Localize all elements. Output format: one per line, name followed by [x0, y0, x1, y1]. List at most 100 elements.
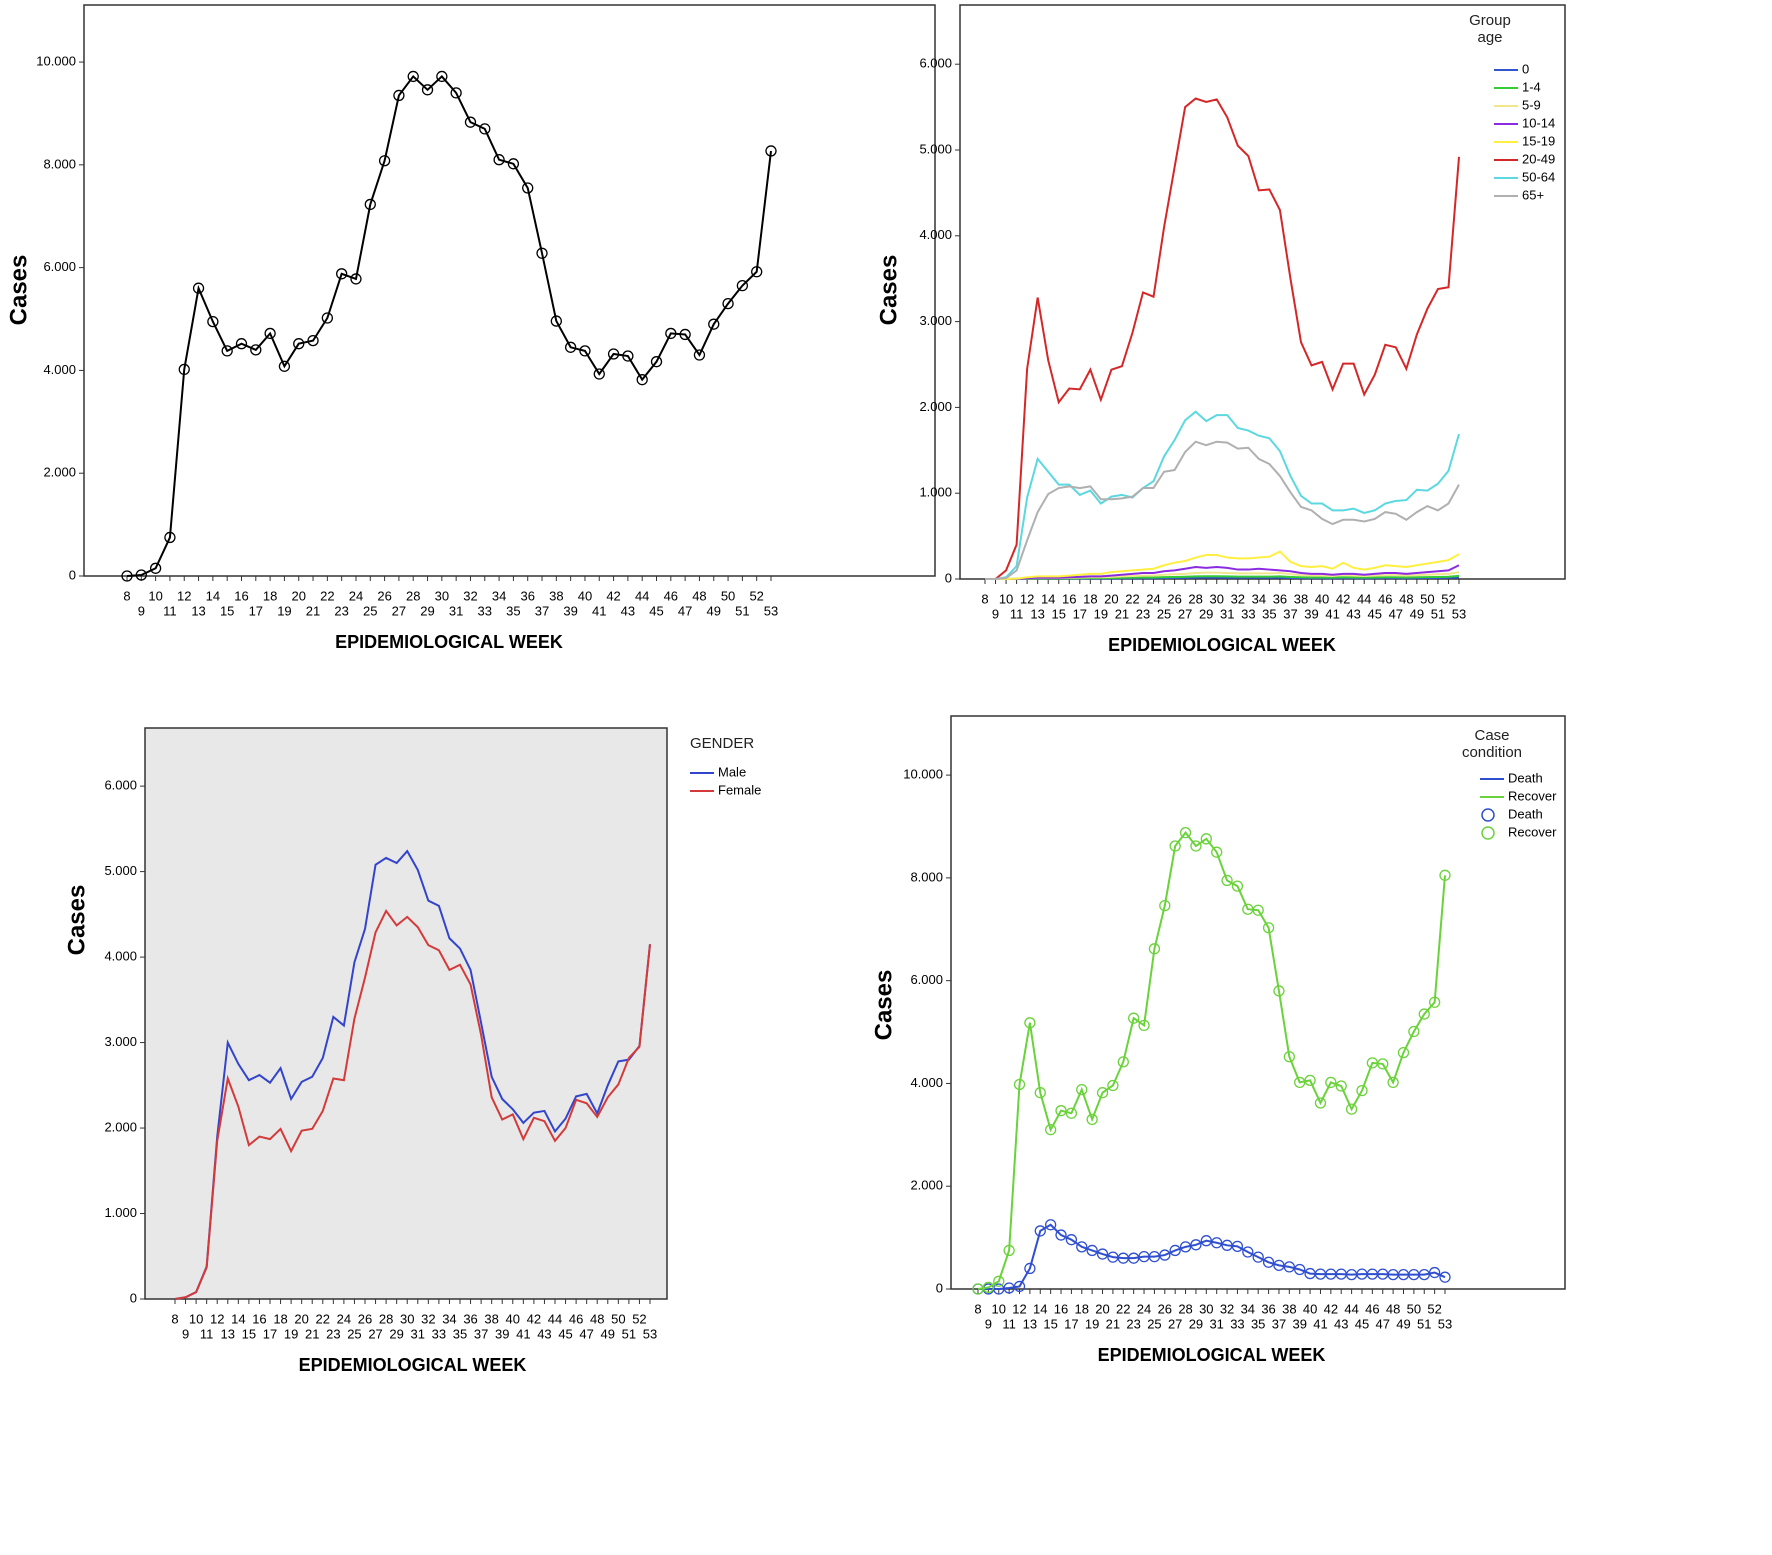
x-tick-label: 53: [1452, 606, 1466, 621]
x-tick-label: 40: [1315, 591, 1329, 606]
x-tick-label: 53: [764, 603, 778, 618]
x-tick-label: 43: [537, 1326, 551, 1341]
x-tick-label: 14: [1041, 591, 1055, 606]
x-tick-label: 52: [749, 588, 763, 603]
x-tick-label: 48: [1399, 591, 1413, 606]
point-marker: [336, 268, 348, 280]
x-tick-label: 27: [392, 603, 406, 618]
x-tick-label: 15: [1051, 606, 1065, 621]
x-tick-label: 32: [1220, 1301, 1234, 1316]
y-tick-label: 2.000: [919, 399, 952, 414]
x-tick-label: 22: [316, 1311, 330, 1326]
point-marker: [1034, 1225, 1046, 1237]
y-tick-label: 4.000: [43, 362, 76, 377]
x-tick-label: 35: [453, 1326, 467, 1341]
x-tick-label: 48: [1386, 1301, 1400, 1316]
x-tick-label: 45: [1355, 1316, 1369, 1331]
x-tick-label: 34: [1252, 591, 1266, 606]
x-tick-label: 53: [643, 1326, 657, 1341]
x-tick-label: 9: [992, 606, 999, 621]
point-marker: [264, 327, 276, 340]
y-tick-label: 4.000: [919, 227, 952, 242]
x-tick-label: 50: [1420, 591, 1434, 606]
point-marker: [993, 1275, 1005, 1287]
x-tick-label: 32: [1231, 591, 1245, 606]
point-marker: [1159, 899, 1171, 912]
point-marker: [708, 318, 720, 330]
x-tick-label: 25: [347, 1326, 361, 1341]
x-tick-label: 9: [182, 1326, 189, 1341]
point-marker: [1003, 1244, 1015, 1257]
x-tick-label: 33: [478, 603, 492, 618]
y-tick-label: 1.000: [919, 485, 952, 500]
x-tick-label: 29: [420, 603, 434, 618]
x-tick-label: 35: [506, 603, 520, 618]
x-tick-label: 15: [220, 603, 234, 618]
point-marker: [1179, 1241, 1192, 1253]
x-tick-label: 24: [337, 1311, 351, 1326]
point-marker: [178, 363, 190, 376]
point-marker: [1304, 1074, 1316, 1087]
x-tick-label: 31: [1209, 1316, 1223, 1331]
x-tick-label: 14: [1033, 1301, 1047, 1316]
x-tick-label: 33: [1230, 1316, 1244, 1331]
point-marker: [1273, 985, 1285, 997]
x-tick-label: 44: [635, 588, 649, 603]
x-tick-label: 24: [349, 588, 363, 603]
x-tick-label: 46: [1365, 1301, 1379, 1316]
point-marker: [307, 334, 319, 347]
point-marker: [1044, 1124, 1057, 1136]
x-tick-label: 49: [1410, 606, 1424, 621]
point-marker: [1283, 1051, 1295, 1063]
x-tick-label: 32: [421, 1311, 435, 1326]
x-tick-label: 12: [1020, 591, 1034, 606]
x-axis-title: EPIDEMIOLOGICAL WEEK: [1098, 1345, 1326, 1365]
x-tick-label: 17: [263, 1326, 277, 1341]
x-tick-label: 39: [563, 603, 577, 618]
legend-label: Male: [718, 764, 746, 779]
point-marker: [1418, 1008, 1430, 1020]
x-tick-label: 49: [1396, 1316, 1410, 1331]
point-marker: [1418, 1268, 1430, 1281]
x-tick-label: 8: [123, 588, 130, 603]
x-tick-label: 52: [1427, 1301, 1441, 1316]
x-tick-label: 40: [506, 1311, 520, 1326]
point-marker: [1065, 1234, 1078, 1246]
x-tick-label: 48: [590, 1311, 604, 1326]
point-marker: [607, 348, 620, 360]
point-marker: [1294, 1076, 1306, 1089]
legend-label: Death: [1508, 770, 1543, 785]
x-tick-label: 39: [1304, 606, 1318, 621]
point-marker: [1262, 922, 1275, 934]
x-tick-label: 49: [707, 603, 721, 618]
point-marker: [1169, 840, 1181, 852]
y-tick-label: 6.000: [43, 259, 76, 274]
point-marker: [1107, 1079, 1119, 1092]
legend-label: Female: [718, 782, 761, 797]
plot-area: [950, 715, 1566, 1290]
x-axis-title: EPIDEMIOLOGICAL WEEK: [335, 632, 563, 652]
point-marker: [1044, 1219, 1057, 1231]
x-axis-title: EPIDEMIOLOGICAL WEEK: [299, 1355, 527, 1375]
series-line: [174, 849, 651, 1300]
x-tick-label: 23: [326, 1326, 340, 1341]
point-marker: [665, 327, 677, 340]
x-tick-label: 37: [535, 603, 549, 618]
x-tick-label: 27: [1168, 1316, 1182, 1331]
x-tick-label: 10: [999, 591, 1013, 606]
point-marker: [693, 349, 706, 361]
plot-area: [83, 4, 936, 577]
point-marker: [1314, 1097, 1327, 1109]
x-tick-label: 34: [442, 1311, 456, 1326]
x-tick-label: 8: [974, 1301, 981, 1316]
x-tick-label: 37: [1272, 1316, 1286, 1331]
x-tick-label: 51: [735, 603, 749, 618]
y-tick-label: 3.000: [104, 1034, 137, 1049]
x-tick-label: 25: [363, 603, 377, 618]
y-tick-label: 2.000: [910, 1178, 943, 1193]
point-marker: [507, 158, 520, 170]
x-tick-label: 16: [1062, 591, 1076, 606]
x-tick-label: 14: [206, 588, 220, 603]
x-tick-label: 26: [358, 1311, 372, 1326]
